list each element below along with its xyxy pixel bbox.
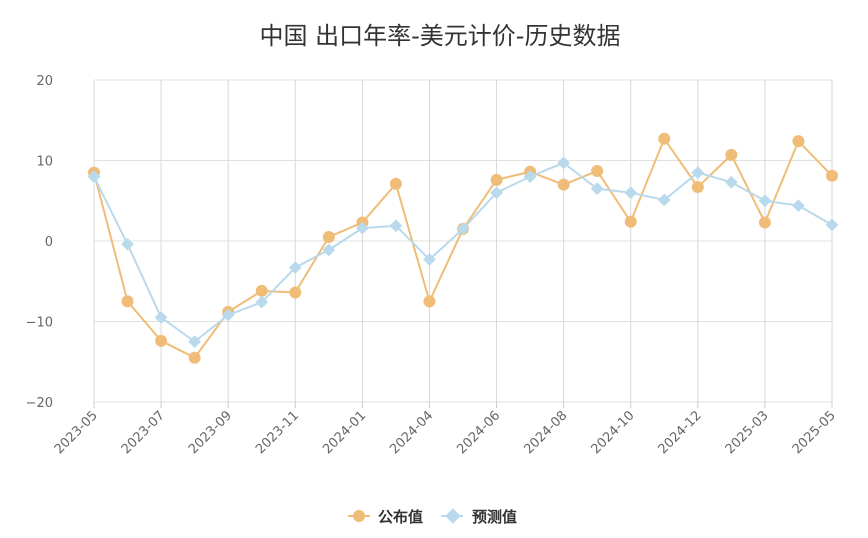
x-tick-label: 2023-05 (52, 408, 101, 457)
data-point[interactable] (87, 170, 101, 183)
x-tick-label: 2024-12 (656, 408, 705, 457)
data-point[interactable] (355, 221, 369, 235)
legend-item-published[interactable]: 公布值 (348, 508, 423, 526)
data-point[interactable] (255, 295, 269, 309)
y-tick-label: 10 (36, 155, 53, 170)
data-point[interactable] (221, 308, 235, 322)
data-point[interactable] (490, 186, 503, 200)
data-point[interactable] (758, 194, 772, 208)
data-point[interactable] (188, 335, 202, 348)
series-line (93, 161, 833, 343)
data-point[interactable] (288, 261, 302, 274)
legend-marker-published (353, 510, 365, 522)
data-point[interactable] (691, 181, 704, 194)
data-point[interactable] (322, 230, 335, 243)
data-point[interactable] (154, 311, 168, 324)
x-tick-label: 2023-09 (186, 408, 235, 457)
legend[interactable]: 公布值 预测值 (348, 508, 517, 526)
x-tick-label: 2024-08 (521, 408, 570, 457)
data-point[interactable] (724, 175, 738, 189)
x-tick-label: 2024-06 (454, 408, 503, 457)
data-point[interactable] (255, 284, 268, 297)
data-point[interactable] (423, 295, 436, 308)
data-point[interactable] (456, 222, 470, 236)
legend-marker-forecast (445, 508, 461, 524)
data-point[interactable] (188, 351, 201, 364)
data-point[interactable] (289, 286, 302, 299)
data-point[interactable] (792, 135, 805, 148)
data-point[interactable] (826, 169, 838, 182)
legend-label-forecast: 预测值 (472, 508, 517, 526)
x-tick-label: 2024-04 (387, 408, 436, 457)
y-tick-label: 20 (36, 74, 53, 89)
data-point[interactable] (490, 173, 503, 186)
data-point[interactable] (658, 132, 671, 145)
x-tick-label: 2025-05 (790, 408, 839, 457)
legend-label-published: 公布值 (378, 508, 423, 526)
x-tick-label: 2023-07 (119, 408, 168, 457)
data-point[interactable] (121, 237, 134, 251)
y-tick-label: −10 (26, 316, 53, 331)
series-published (88, 132, 838, 364)
data-point[interactable] (758, 216, 771, 229)
y-tick-label: 0 (45, 235, 53, 250)
data-point[interactable] (155, 334, 168, 347)
chart-title: 中国 出口年率-美元计价-历史数据 (260, 22, 621, 50)
data-point[interactable] (423, 253, 436, 266)
x-tick-label: 2025-03 (723, 408, 772, 457)
x-tick-label: 2024-01 (320, 408, 369, 457)
grid (93, 79, 833, 408)
data-point[interactable] (322, 243, 336, 257)
y-axis: 20 10 0 −10 −20 (26, 74, 53, 411)
data-point[interactable] (557, 178, 570, 191)
x-tick-label: 2024-10 (589, 408, 638, 457)
data-point[interactable] (792, 199, 805, 212)
legend-item-forecast[interactable]: 预测值 (441, 508, 517, 526)
x-tick-label: 2023-11 (253, 408, 302, 457)
data-point[interactable] (725, 148, 738, 161)
data-point[interactable] (121, 295, 134, 308)
data-point[interactable] (825, 218, 839, 232)
series-forecast (87, 156, 839, 348)
data-point[interactable] (389, 219, 403, 233)
x-axis: 2023-05 2023-07 2023-09 2023-11 2024-01 2024-… (52, 408, 839, 457)
data-point[interactable] (624, 186, 638, 200)
series-line (93, 137, 833, 359)
data-point[interactable] (389, 177, 402, 190)
y-tick-label: −20 (26, 396, 53, 411)
data-point[interactable] (591, 164, 604, 177)
data-point[interactable] (624, 215, 637, 228)
